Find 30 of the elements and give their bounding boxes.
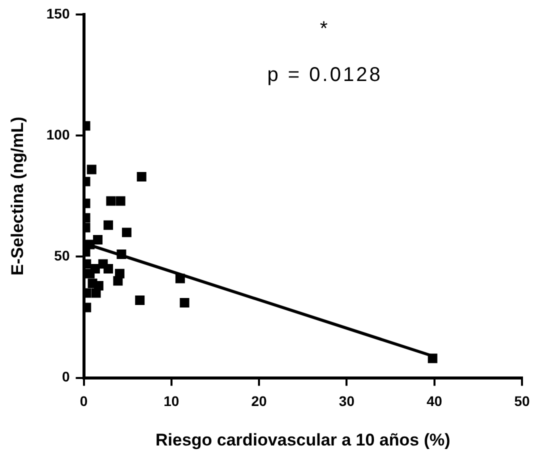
- x-tick-label: 50: [514, 393, 530, 410]
- x-tick-label: 20: [251, 393, 268, 410]
- point: [116, 250, 126, 259]
- y-tick-label: 150: [46, 5, 70, 22]
- y-axis-title: E-Selectina (ng/mL): [8, 116, 27, 276]
- y-tick-label: 100: [46, 126, 70, 142]
- point: [122, 228, 132, 238]
- point: [180, 298, 190, 308]
- x-tick-label: 40: [426, 393, 442, 410]
- point: [113, 276, 123, 286]
- x-axis-title: Riesgo cardiovascular a 10 años (%): [155, 430, 450, 450]
- y-tick-label: 50: [54, 248, 70, 264]
- point: [85, 268, 95, 278]
- point: [98, 259, 108, 269]
- point: [86, 164, 96, 174]
- point: [428, 354, 438, 364]
- point: [106, 196, 116, 206]
- point: [175, 274, 185, 284]
- x-tick-label: 30: [338, 393, 355, 410]
- point: [91, 288, 101, 298]
- point: [135, 296, 145, 306]
- y-tick-label: 0: [62, 368, 70, 385]
- point: [93, 234, 103, 244]
- x-tick-label: 0: [80, 393, 88, 410]
- point: [116, 196, 126, 206]
- x-tick-label: 10: [164, 393, 180, 410]
- annotation: p = 0.0128: [267, 64, 382, 86]
- point: [104, 220, 114, 230]
- annotation: *: [320, 18, 330, 40]
- point: [136, 172, 146, 182]
